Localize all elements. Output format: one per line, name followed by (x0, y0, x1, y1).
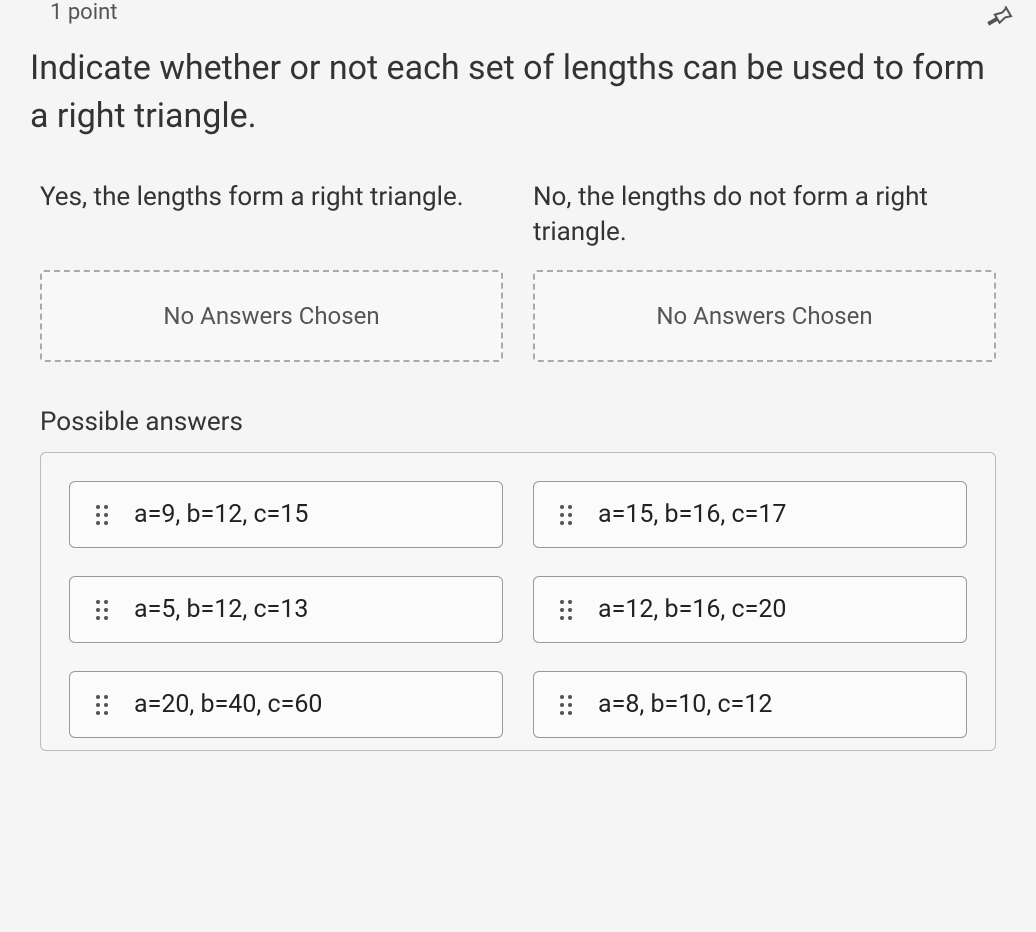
yes-column-label: Yes, the lengths form a right triangle. (40, 180, 503, 252)
answers-grid: a=9, b=12, c=15 a=15, b=16, c=17 a=5, b=… (69, 481, 967, 738)
answer-chip[interactable]: a=15, b=16, c=17 (533, 481, 967, 548)
pin-icon[interactable] (984, 0, 1016, 32)
answer-chip[interactable]: a=20, b=40, c=60 (69, 671, 503, 738)
possible-answers-label: Possible answers (0, 382, 1036, 452)
question-header: 1 point (0, 0, 1036, 35)
drag-handle-icon (96, 600, 108, 620)
answer-text: a=8, b=10, c=12 (598, 690, 772, 719)
yes-column: Yes, the lengths form a right triangle. … (40, 180, 503, 362)
no-column-label: No, the lengths do not form a right tria… (533, 180, 996, 252)
drag-handle-icon (560, 600, 572, 620)
answer-text: a=5, b=12, c=13 (134, 595, 308, 624)
drag-handle-icon (560, 505, 572, 525)
drag-handle-icon (96, 695, 108, 715)
answer-text: a=20, b=40, c=60 (134, 690, 322, 719)
yes-drop-box[interactable]: No Answers Chosen (40, 270, 503, 362)
answer-chip[interactable]: a=12, b=16, c=20 (533, 576, 967, 643)
drag-handle-icon (560, 695, 572, 715)
answer-chip[interactable]: a=8, b=10, c=12 (533, 671, 967, 738)
answer-text: a=15, b=16, c=17 (598, 500, 786, 529)
drop-zones: Yes, the lengths form a right triangle. … (0, 170, 1036, 382)
point-value: 1 point (50, 0, 117, 25)
drag-handle-icon (96, 505, 108, 525)
answer-chip[interactable]: a=5, b=12, c=13 (69, 576, 503, 643)
no-drop-box[interactable]: No Answers Chosen (533, 270, 996, 362)
answer-text: a=9, b=12, c=15 (134, 500, 308, 529)
answers-container: a=9, b=12, c=15 a=15, b=16, c=17 a=5, b=… (40, 452, 996, 751)
question-prompt: Indicate whether or not each set of leng… (0, 35, 1036, 170)
answer-chip[interactable]: a=9, b=12, c=15 (69, 481, 503, 548)
answer-text: a=12, b=16, c=20 (598, 595, 786, 624)
no-column: No, the lengths do not form a right tria… (533, 180, 996, 362)
